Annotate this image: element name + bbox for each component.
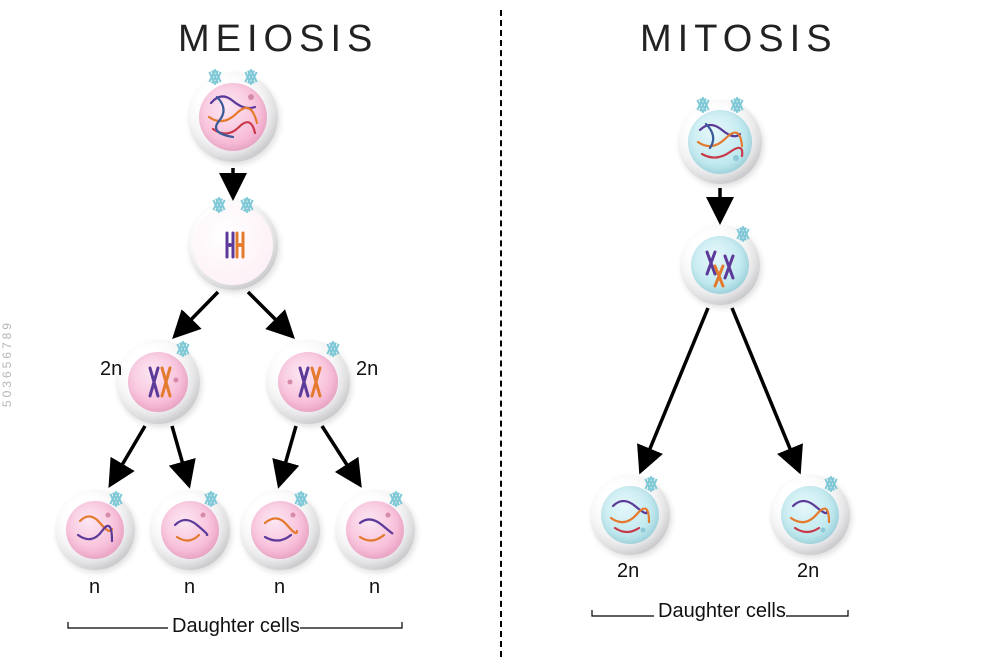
centriole-icon: [204, 492, 218, 506]
mitosis-stage2-cell: [680, 225, 760, 305]
label-2n: 2n: [100, 358, 122, 381]
mitosis-title: MITOSIS: [640, 18, 838, 61]
label-n: n: [89, 576, 100, 599]
meiosis-daughter-3: [240, 490, 320, 570]
label-2n: 2n: [356, 358, 378, 381]
centriole-icon: [244, 70, 258, 84]
label-n: n: [274, 576, 285, 599]
centriole-icon: [208, 70, 222, 84]
two-x-chromosome-icon: [278, 352, 338, 412]
mitosis-daughter-2: [770, 475, 850, 555]
label-2n: 2n: [797, 560, 819, 583]
label-n: n: [184, 576, 195, 599]
centriole-icon: [736, 227, 750, 241]
label-n: n: [369, 576, 380, 599]
centriole-icon: [696, 98, 710, 112]
chromatin-icon: [601, 486, 659, 544]
centriole-icon: [176, 342, 190, 356]
label-2n: 2n: [617, 560, 639, 583]
diagram-root: MEIOSIS MITOSIS 503656789: [0, 0, 1000, 667]
centriole-icon: [824, 477, 838, 491]
mitosis-parent-cell: [678, 100, 762, 184]
meiosis-title: MEIOSIS: [178, 18, 378, 61]
meiosis-stage2-cell: [188, 200, 278, 290]
chromatin-icon: [199, 83, 267, 151]
chromatin-icon: [688, 110, 752, 174]
centriole-icon: [644, 477, 658, 491]
centriole-icon: [730, 98, 744, 112]
centriole-icon: [389, 492, 403, 506]
centriole-icon: [212, 198, 226, 212]
centriole-icon: [326, 342, 340, 356]
meiosis-2n-left-cell: [116, 340, 200, 424]
meiosis-daughter-1: [55, 490, 135, 570]
meiosis-2n-right-cell: [266, 340, 350, 424]
centriole-icon: [109, 492, 123, 506]
separated-x-icon: [691, 236, 749, 294]
meiosis-parent-cell: [188, 72, 278, 162]
meiosis-daughter-2: [150, 490, 230, 570]
centriole-icon: [240, 198, 254, 212]
two-x-chromosome-icon: [128, 352, 188, 412]
vertical-divider: [500, 10, 502, 657]
loose-chromatin-icon: [346, 501, 404, 559]
mitosis-caption: Daughter cells: [658, 600, 786, 623]
loose-chromatin-icon: [161, 501, 219, 559]
centriole-icon: [294, 492, 308, 506]
loose-chromatin-icon: [251, 501, 309, 559]
chromatin-icon: [781, 486, 839, 544]
meiosis-caption: Daughter cells: [172, 615, 300, 638]
meiosis-daughter-4: [335, 490, 415, 570]
watermark: 503656789: [0, 320, 26, 407]
mitosis-daughter-1: [590, 475, 670, 555]
paired-chromosome-icon: [193, 205, 273, 285]
loose-chromatin-icon: [66, 501, 124, 559]
